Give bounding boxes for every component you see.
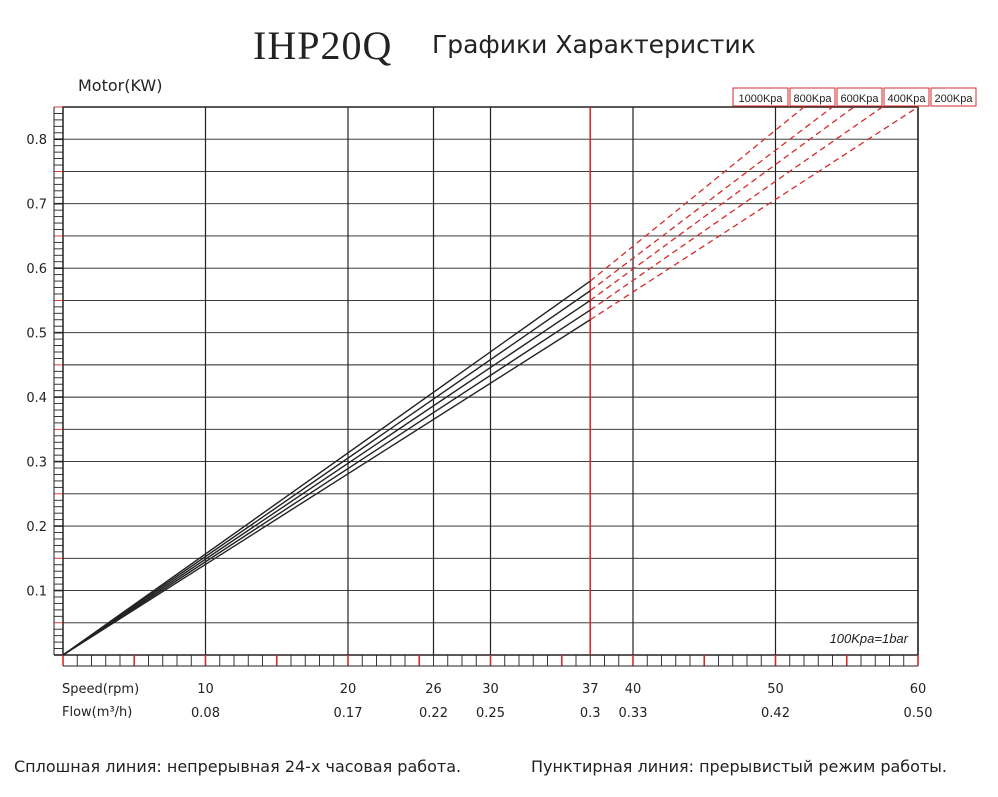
series-solid-line-600Kpa: [62, 299, 591, 656]
legend: 1000Kpa 800Kpa 600Kpa 400Kpa 200Kpa: [732, 87, 977, 107]
y-tick-label: 0.1: [26, 585, 47, 600]
legend-label: 200Kpa: [935, 93, 974, 105]
legend-label: 600Kpa: [841, 93, 880, 105]
legend-label: 400Kpa: [888, 93, 927, 105]
solid-line-note: Сплошная линия: непрерывная 24-х часовая…: [14, 757, 462, 776]
chart-model-title: IHP20Q: [253, 23, 393, 68]
y-tick-label: 0.6: [26, 262, 47, 277]
x-tick-label-flow: 0.50: [904, 706, 933, 721]
series-dashed-line-200Kpa: [589, 106, 919, 321]
x-tick-label-flow: 0.17: [334, 706, 363, 721]
x-tick-label-speed: 50: [767, 682, 784, 697]
series-dashed-line-600Kpa: [589, 106, 855, 301]
legend-box-1000Kpa: [732, 87, 789, 107]
x-tick-label-flow: 0.25: [476, 706, 505, 721]
legend-box-200Kpa: [930, 87, 977, 107]
x-tick-label-flow: 0.08: [191, 706, 220, 721]
y-tick-label: 0.7: [26, 198, 47, 213]
y-tick-label: 0.3: [26, 456, 47, 471]
x-tick-label-speed: 37: [582, 682, 599, 697]
y-tick-label: 0.4: [26, 391, 47, 406]
dashed-line-note: Пунктирная линия: прерывистый режим рабо…: [531, 757, 947, 776]
x-tick-label-flow: 0.22: [419, 706, 448, 721]
series-layer: [62, 106, 919, 656]
x-tick-label-speed: 40: [625, 682, 642, 697]
legend-box-600Kpa: [836, 87, 883, 107]
series-solid-line-800Kpa: [62, 290, 591, 656]
x-tick-label-speed: 30: [482, 682, 499, 697]
series-dashed-line-400Kpa: [589, 106, 883, 311]
legend-label: 1000Kpa: [738, 93, 783, 105]
y-tick-label: 0.5: [26, 327, 47, 342]
legend-box-400Kpa: [883, 87, 930, 107]
series-solid-line-400Kpa: [62, 309, 591, 656]
y-axis-label: Motor(KW): [78, 76, 163, 95]
pressure-unit-note: 100Kpa=1bar: [830, 631, 909, 646]
series-dashed-line-1000Kpa: [589, 106, 805, 282]
x2-axis-label: Flow(m³/h): [62, 705, 132, 720]
series-solid-line-200Kpa: [62, 319, 591, 656]
x-tick-label-flow: 0.3: [580, 706, 601, 721]
chart-title: Графики Характеристик: [432, 30, 756, 59]
x-tick-label-flow: 0.42: [761, 706, 790, 721]
legend-label: 800Kpa: [794, 93, 833, 105]
legend-box-800Kpa: [789, 87, 836, 107]
axis-rulers: [53, 106, 919, 667]
y-tick-label: 0.2: [26, 520, 47, 535]
series-solid-line-1000Kpa: [62, 280, 591, 656]
series-dashed-line-800Kpa: [589, 106, 833, 292]
y-tick-label: 0.8: [26, 133, 47, 148]
x-tick-label-speed: 26: [425, 682, 442, 697]
x-axis-label: Speed(rpm): [62, 682, 139, 697]
grid-layer: [62, 106, 919, 656]
x-tick-label-flow: 0.33: [619, 706, 648, 721]
tick-labels: 0.1 0.2 0.3 0.4 0.5 0.6 0.7 0.8 Speed(rpm) Flow(m…: [26, 133, 932, 721]
x-tick-label-speed: 60: [910, 682, 927, 697]
x-tick-label-speed: 20: [340, 682, 357, 697]
x-tick-label-speed: 10: [197, 682, 214, 697]
